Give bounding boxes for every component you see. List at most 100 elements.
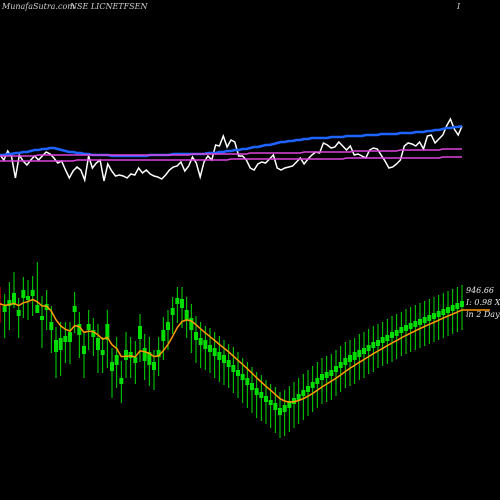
indicator-series-4 — [0, 156, 462, 162]
candle-body — [54, 340, 58, 352]
candle-body — [212, 348, 217, 356]
candle-body — [362, 348, 366, 354]
candle-body — [394, 330, 399, 336]
candle-body — [147, 352, 152, 365]
indicator-series-3 — [0, 148, 462, 157]
candle-body — [348, 355, 352, 362]
candle-body — [408, 323, 413, 329]
candle-body — [231, 365, 236, 372]
candle-body — [82, 346, 86, 354]
candle-body — [334, 366, 338, 372]
candle-body — [194, 332, 198, 340]
candle-body — [156, 350, 161, 357]
candle-body — [35, 305, 40, 313]
candle-body — [366, 345, 371, 351]
candle-body — [324, 372, 329, 378]
candle-body — [226, 360, 231, 367]
candle-body — [343, 358, 348, 365]
candle-body — [110, 362, 114, 371]
candle-body — [296, 394, 301, 400]
candle-body — [413, 321, 418, 327]
candle-body — [175, 298, 180, 304]
candle-body — [77, 324, 82, 335]
candle-body — [455, 303, 460, 309]
candle-body — [217, 352, 222, 360]
candle-body — [105, 324, 110, 340]
candle-body — [26, 296, 30, 300]
candle-body — [268, 400, 273, 405]
candle-body — [222, 355, 226, 363]
candle-body — [357, 350, 362, 357]
candle-body — [236, 370, 240, 376]
candle-body — [259, 392, 264, 398]
candle-body — [100, 350, 105, 355]
candle-body — [329, 370, 334, 376]
candle-body — [91, 330, 96, 337]
candle-body — [133, 357, 138, 363]
candle-body — [376, 340, 380, 346]
candle-body — [86, 324, 91, 330]
candle-body — [170, 308, 175, 315]
candle-body — [404, 325, 408, 331]
candle-body — [152, 362, 156, 370]
watermark-site: MunafaSutra.com — [2, 2, 75, 11]
candle-body — [96, 338, 100, 350]
candle-body — [399, 327, 404, 333]
candle-body — [166, 322, 170, 330]
candle-body — [142, 348, 147, 361]
period-label: in 2 Days — [466, 310, 500, 319]
candle-body — [2, 306, 7, 312]
indicator-lines — [0, 117, 463, 183]
candle-body — [254, 388, 259, 395]
candle-body — [128, 352, 133, 358]
candle-body — [21, 290, 26, 298]
candle-body — [180, 299, 184, 308]
candle-body — [273, 403, 278, 410]
candle-body — [385, 335, 390, 341]
candle-body — [124, 350, 128, 360]
candle-body — [301, 390, 306, 396]
candle-body — [427, 315, 432, 321]
candle-body — [72, 306, 77, 312]
candle-body — [306, 386, 310, 392]
watermark-symbol: NSE LICNETFSEN — [70, 2, 148, 11]
indicator-series-1 — [0, 117, 463, 183]
candle-body — [49, 322, 54, 330]
candle-body — [114, 355, 119, 365]
candle-body — [450, 305, 455, 311]
candle-body — [68, 332, 72, 342]
candle-body — [119, 378, 124, 384]
candle-body — [198, 338, 203, 345]
ema-series — [0, 298, 490, 403]
candle-body — [240, 374, 245, 380]
candle-body — [422, 317, 427, 323]
candle-body — [184, 310, 189, 320]
candle-body — [203, 340, 208, 349]
watermark-top-right: I — [457, 2, 461, 11]
candle-body — [58, 338, 63, 350]
candle-body — [245, 378, 250, 385]
candle-body — [161, 330, 166, 341]
candle-body — [436, 311, 441, 317]
candle-body — [380, 337, 385, 343]
change-label: I: 0.98 X — [466, 298, 500, 307]
candle-body — [63, 336, 68, 342]
candle-body — [30, 290, 35, 296]
candle-body — [250, 383, 254, 390]
candle-body — [371, 342, 376, 348]
candle-body — [460, 301, 464, 307]
candle-body — [282, 405, 287, 412]
candlesticks — [0, 262, 464, 438]
candle-body — [138, 326, 142, 339]
candle-body — [278, 408, 282, 415]
last-price-label: 946.66 — [466, 286, 494, 295]
indicator-series-2 — [0, 124, 463, 158]
candle-body — [390, 332, 394, 338]
candle-body — [264, 396, 268, 402]
candle-body — [40, 316, 44, 320]
candle-body — [320, 374, 324, 380]
moving-average — [0, 298, 490, 403]
candle-body — [7, 300, 12, 306]
candle-body — [446, 307, 450, 313]
